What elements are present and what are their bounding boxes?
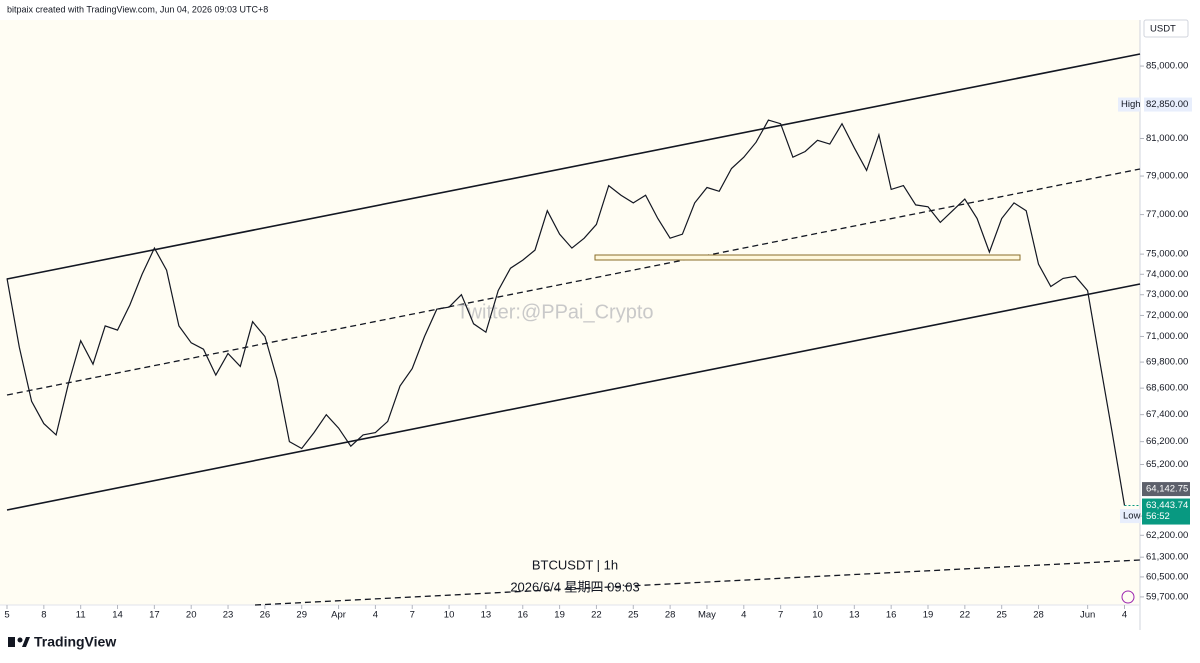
channel-mid <box>6 168 1141 396</box>
x-tick-label: 23 <box>223 610 234 621</box>
high-badge <box>1118 97 1140 112</box>
watermark: Twitter:@PPai_Crypto <box>456 301 653 323</box>
x-tick-label: 8 <box>41 610 46 621</box>
x-tick-label: 11 <box>76 610 86 621</box>
logo-mark <box>22 637 30 647</box>
y-tick-label: 79,000.00 <box>1146 171 1188 182</box>
x-tick-label: 26 <box>260 610 271 621</box>
x-tick-label: 19 <box>554 610 565 621</box>
drawings <box>6 53 1141 606</box>
y-tick-label: 74,000.00 <box>1146 269 1188 280</box>
x-tick-label: 7 <box>778 610 783 621</box>
y-tick-label: 85,000.00 <box>1146 61 1188 72</box>
countdown: 56:52 <box>1146 511 1170 522</box>
logo-mark <box>8 637 15 647</box>
x-tick-label: 20 <box>186 610 197 621</box>
y-tick-label: 81,000.00 <box>1146 133 1188 144</box>
y-tick-label: 68,600.00 <box>1146 383 1188 394</box>
x-tick-label: 5 <box>4 610 9 621</box>
x-tick-label: Apr <box>331 610 346 621</box>
low-badge <box>1120 509 1140 524</box>
brand-logo: TradingView <box>8 634 116 650</box>
axis-unit: USDT <box>1150 24 1176 35</box>
y-tick-label: 62,200.00 <box>1146 530 1188 541</box>
x-tick-label: 16 <box>886 610 897 621</box>
x-tick-label: 10 <box>812 610 823 621</box>
last-price-badge <box>1142 498 1190 525</box>
y-tick-label: 67,400.00 <box>1146 409 1188 420</box>
alert-icon[interactable] <box>1121 590 1135 604</box>
prev-price-label: 64,142.75 <box>1146 484 1188 495</box>
x-tick-label: 19 <box>923 610 934 621</box>
x-tick-label: 14 <box>112 610 123 621</box>
x-tick-label: 4 <box>1122 610 1127 621</box>
x-tick-label: 29 <box>296 610 307 621</box>
channel-extension <box>254 559 1141 606</box>
x-tick-label: 22 <box>591 610 602 621</box>
chart-title: BTCUSDT | 1h <box>532 557 618 572</box>
high-value: 82,850.00 <box>1146 99 1188 110</box>
channel-lower <box>6 283 1141 511</box>
header: bitpaix created with TradingView.com, Ju… <box>7 4 268 14</box>
x-tick-label: 13 <box>481 610 492 621</box>
plot-area <box>0 20 1140 605</box>
y-tick-label: 72,000.00 <box>1146 310 1188 321</box>
y-tick-label: 69,800.00 <box>1146 357 1188 368</box>
x-tick-label: 28 <box>1033 610 1044 621</box>
y-tick-label: 75,000.00 <box>1146 249 1188 260</box>
x-tick-label: 22 <box>960 610 971 621</box>
x-tick-label: 16 <box>517 610 528 621</box>
y-tick-label: 61,300.00 <box>1146 552 1188 563</box>
y-tick-label: 59,700.00 <box>1146 591 1188 602</box>
x-tick-label: 4 <box>373 610 378 621</box>
last-price-label: 63,443.74 <box>1146 500 1188 511</box>
prev-price-badge <box>1142 482 1190 497</box>
price-line <box>6 119 1126 506</box>
x-tick-label: 25 <box>628 610 639 621</box>
high-label: High <box>1121 99 1141 110</box>
logo-mark <box>17 637 23 643</box>
y-tick-label: 65,200.00 <box>1146 459 1188 470</box>
x-tick-label: 17 <box>149 610 160 621</box>
y-tick-label: 66,200.00 <box>1146 436 1188 447</box>
x-tick-label: May <box>698 610 716 621</box>
x-tick-label: 13 <box>849 610 860 621</box>
unit-box <box>1143 19 1189 38</box>
y-tick-label: 71,000.00 <box>1146 331 1188 342</box>
support-zone <box>594 254 1021 261</box>
chart-subtitle: 2026/6/4 星期四 09:03 <box>510 579 639 594</box>
channel-upper <box>6 53 1141 280</box>
x-tick-label: 10 <box>444 610 455 621</box>
brand: TradingView <box>34 634 116 650</box>
x-tick-label: 7 <box>410 610 415 621</box>
x-tick-label: 28 <box>665 610 676 621</box>
y-tick-label: 73,000.00 <box>1146 289 1188 300</box>
low-label: Low <box>1123 511 1141 522</box>
y-tick-label: 60,500.00 <box>1146 571 1188 582</box>
high-value-bg <box>1144 97 1192 112</box>
x-tick-label: 25 <box>996 610 1007 621</box>
y-tick-label: 77,000.00 <box>1146 209 1188 220</box>
x-tick-label: 4 <box>741 610 746 621</box>
x-tick-label: Jun <box>1080 610 1095 621</box>
